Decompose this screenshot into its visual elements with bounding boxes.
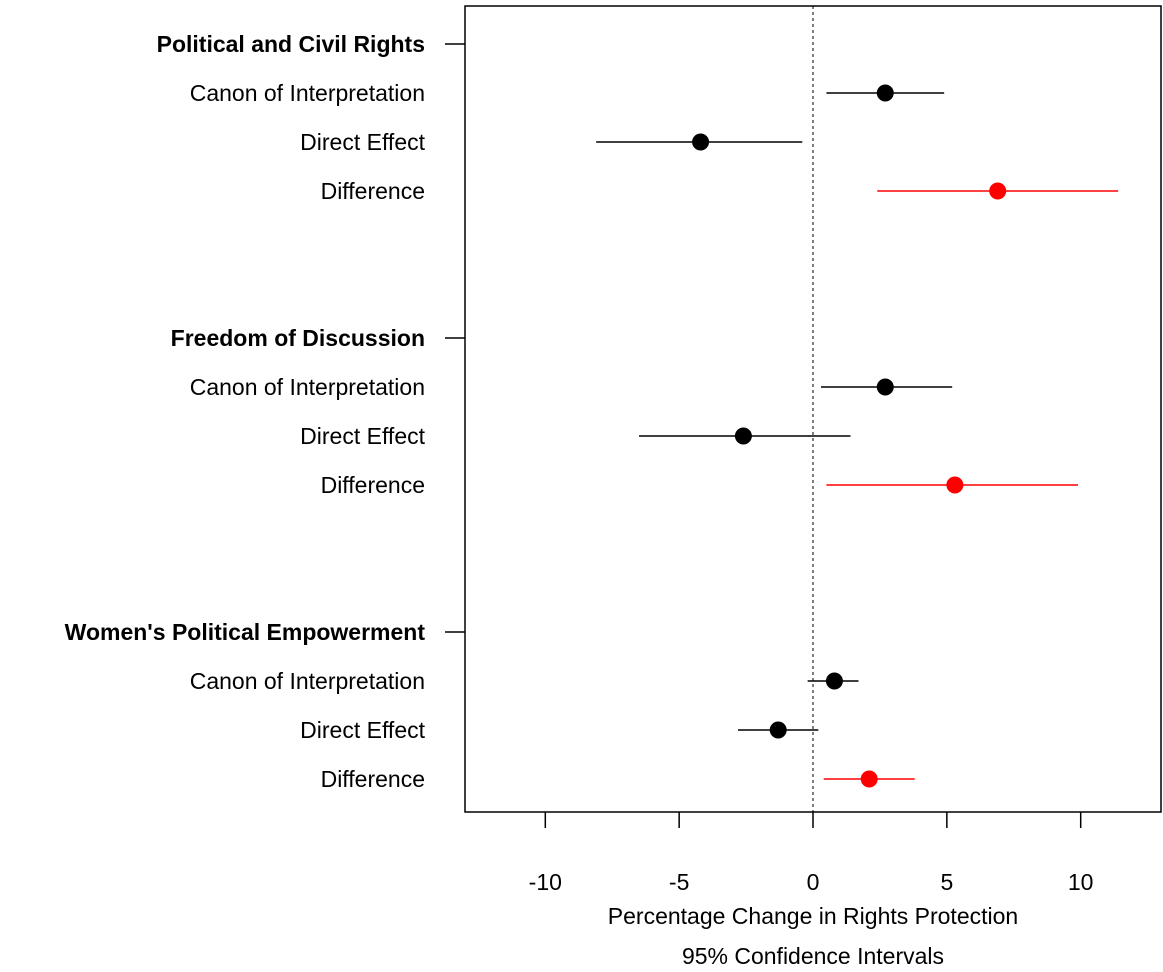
point-estimate bbox=[734, 427, 752, 445]
point-estimate bbox=[989, 182, 1007, 200]
x-axis-subtitle: 95% Confidence Intervals bbox=[682, 943, 944, 969]
point-estimate bbox=[876, 378, 894, 396]
row-label: Difference bbox=[321, 472, 425, 498]
x-axis-title: Percentage Change in Rights Protection bbox=[608, 903, 1018, 929]
point-estimate bbox=[825, 672, 843, 690]
x-tick-label: 0 bbox=[807, 869, 820, 895]
x-tick-label: -10 bbox=[529, 869, 562, 895]
row-label: Direct Effect bbox=[300, 129, 425, 155]
point-estimate bbox=[876, 84, 894, 102]
group-label: Women's Political Empowerment bbox=[65, 619, 426, 645]
point-estimate bbox=[692, 133, 710, 151]
point-estimate bbox=[769, 721, 787, 739]
row-label: Difference bbox=[321, 766, 425, 792]
row-label: Canon of Interpretation bbox=[190, 668, 425, 694]
y-axis: Political and Civil Rights Canon of Inter… bbox=[65, 31, 465, 792]
x-tick-label: 5 bbox=[940, 869, 953, 895]
row-label: Direct Effect bbox=[300, 717, 425, 743]
x-tick-label: 10 bbox=[1068, 869, 1094, 895]
interval-marks bbox=[596, 84, 1119, 788]
row-label: Direct Effect bbox=[300, 423, 425, 449]
x-axis: -10 -5 0 5 10 bbox=[529, 812, 1094, 895]
point-estimate bbox=[860, 770, 878, 788]
group-label: Freedom of Discussion bbox=[171, 325, 425, 351]
point-estimate bbox=[946, 476, 964, 494]
row-label: Canon of Interpretation bbox=[190, 80, 425, 106]
row-label: Difference bbox=[321, 178, 425, 204]
group-label: Political and Civil Rights bbox=[157, 31, 425, 57]
row-label: Canon of Interpretation bbox=[190, 374, 425, 400]
x-tick-label: -5 bbox=[669, 869, 689, 895]
